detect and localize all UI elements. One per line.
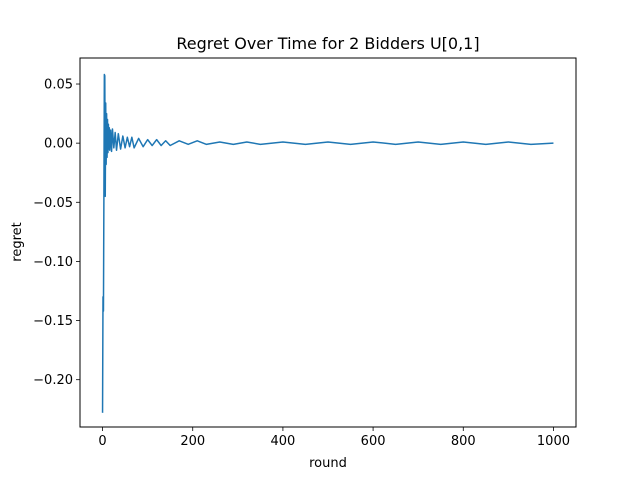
x-tick-label: 1000 bbox=[537, 434, 570, 449]
y-tick-label: 0.00 bbox=[44, 137, 73, 152]
x-axis-label: round bbox=[309, 456, 347, 471]
y-axis-label: regret bbox=[10, 222, 25, 261]
axes-frame bbox=[79, 57, 577, 428]
y-axis: 0.05 0.00 −0.05 −0.10 −0.15 −0.20 bbox=[33, 78, 80, 388]
x-tick-label: 0 bbox=[98, 434, 106, 449]
y-tick-label: −0.20 bbox=[33, 373, 73, 388]
y-tick-label: −0.10 bbox=[33, 255, 73, 270]
plot-layer bbox=[101, 73, 554, 413]
x-tick-label: 600 bbox=[361, 434, 386, 449]
series-line-0 bbox=[101, 73, 554, 413]
y-tick-label: −0.05 bbox=[33, 196, 73, 211]
y-tick-label: 0.05 bbox=[44, 78, 73, 93]
x-tick-label: 800 bbox=[451, 434, 476, 449]
y-tick-label: −0.15 bbox=[33, 314, 73, 329]
x-axis: 0 200 400 600 800 1000 bbox=[98, 427, 570, 449]
chart-title: Regret Over Time for 2 Bidders U[0,1] bbox=[176, 34, 479, 53]
x-tick-label: 400 bbox=[270, 434, 295, 449]
x-tick-label: 200 bbox=[180, 434, 205, 449]
